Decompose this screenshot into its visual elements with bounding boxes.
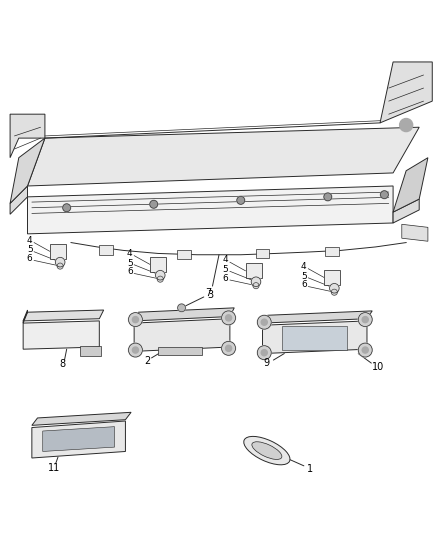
Bar [158, 348, 201, 356]
Polygon shape [262, 311, 372, 323]
Circle shape [63, 204, 71, 212]
Polygon shape [43, 426, 115, 451]
Polygon shape [23, 310, 28, 323]
Circle shape [329, 284, 339, 293]
Text: 6: 6 [127, 267, 133, 276]
Circle shape [324, 193, 332, 201]
Text: 1: 1 [307, 464, 314, 474]
Text: 11: 11 [47, 463, 60, 473]
Circle shape [237, 197, 245, 204]
Circle shape [155, 270, 165, 280]
Circle shape [251, 277, 261, 287]
Circle shape [222, 341, 236, 356]
Circle shape [257, 315, 271, 329]
Text: 4: 4 [223, 255, 228, 264]
Text: 6: 6 [223, 274, 228, 282]
Text: 3: 3 [207, 290, 213, 300]
Circle shape [226, 345, 232, 351]
Bar [99, 245, 113, 255]
Polygon shape [134, 308, 234, 321]
Circle shape [157, 276, 163, 282]
Bar [49, 244, 66, 259]
Circle shape [399, 118, 413, 132]
Bar [246, 263, 262, 278]
Polygon shape [28, 127, 419, 186]
Text: 8: 8 [59, 359, 65, 369]
Text: 5: 5 [127, 259, 133, 268]
Text: 10: 10 [372, 361, 384, 372]
Polygon shape [10, 186, 28, 214]
Ellipse shape [244, 437, 290, 465]
Circle shape [128, 343, 142, 357]
Circle shape [128, 313, 142, 327]
Bar [177, 249, 191, 259]
Polygon shape [32, 413, 131, 425]
Circle shape [381, 191, 389, 199]
Circle shape [261, 319, 267, 325]
Text: 6: 6 [27, 254, 32, 263]
Circle shape [331, 289, 337, 295]
Text: 4: 4 [27, 236, 32, 245]
Text: 5: 5 [223, 265, 228, 274]
Circle shape [362, 347, 368, 353]
Polygon shape [262, 321, 367, 353]
Polygon shape [10, 114, 45, 158]
Bar [282, 326, 347, 350]
Text: 4: 4 [127, 249, 133, 258]
Circle shape [55, 257, 65, 267]
Circle shape [222, 311, 236, 325]
Polygon shape [134, 319, 230, 351]
Bar [150, 257, 166, 272]
Text: 7: 7 [205, 288, 211, 297]
Polygon shape [32, 421, 125, 458]
Polygon shape [393, 199, 419, 223]
Polygon shape [380, 62, 432, 123]
Circle shape [150, 200, 158, 208]
Circle shape [226, 315, 232, 321]
Text: 5: 5 [27, 246, 32, 254]
Circle shape [257, 346, 271, 360]
Circle shape [178, 304, 185, 312]
Circle shape [362, 317, 368, 322]
Bar [325, 247, 339, 256]
Ellipse shape [252, 442, 282, 459]
Circle shape [132, 317, 138, 322]
Circle shape [358, 313, 372, 327]
Circle shape [358, 343, 372, 357]
Polygon shape [23, 310, 104, 321]
Text: 4: 4 [301, 262, 307, 271]
Text: 9: 9 [264, 358, 270, 368]
Text: 5: 5 [301, 272, 307, 280]
Bar [80, 346, 102, 356]
Circle shape [132, 347, 138, 353]
Polygon shape [402, 224, 428, 241]
Polygon shape [23, 321, 99, 349]
Text: 6: 6 [301, 280, 307, 289]
Circle shape [253, 282, 259, 289]
Circle shape [57, 263, 63, 269]
Polygon shape [28, 186, 393, 234]
Polygon shape [10, 138, 45, 204]
Polygon shape [393, 158, 428, 212]
Circle shape [261, 350, 267, 356]
Bar [324, 270, 340, 285]
Text: 2: 2 [144, 356, 150, 366]
Bar [255, 249, 269, 258]
